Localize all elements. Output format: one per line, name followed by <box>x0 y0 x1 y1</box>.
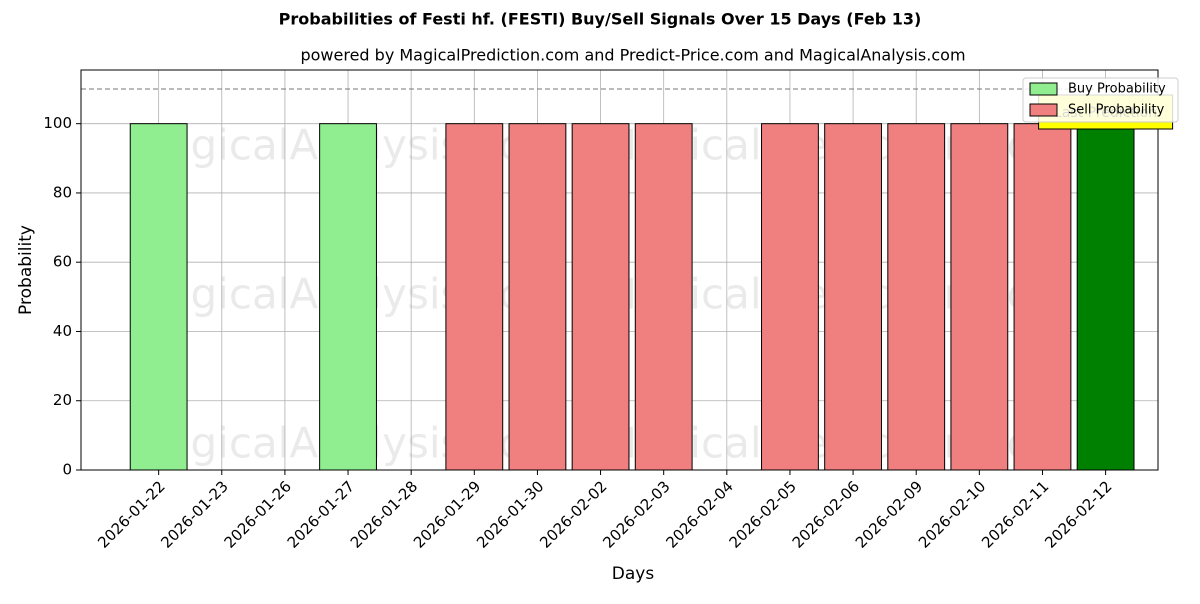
legend-box <box>1022 77 1179 123</box>
bar <box>761 123 819 471</box>
y-tick-label: 40 <box>53 322 72 340</box>
x-tick-label: 2026-02-11 <box>978 477 1052 551</box>
x-tick-label: 2026-01-27 <box>284 477 358 551</box>
legend-label: Buy Probability <box>1068 82 1166 97</box>
bar <box>508 123 567 471</box>
y-axis-label: Probability <box>16 225 36 315</box>
legend-label: Sell Probability <box>1068 103 1165 118</box>
bar <box>1076 123 1135 471</box>
x-tick-label: 2026-01-26 <box>221 477 295 551</box>
bar <box>571 123 630 471</box>
x-axis-label: Days <box>612 564 655 584</box>
x-tick-label: 2026-01-28 <box>347 477 421 551</box>
x-tick-label: 2026-02-05 <box>726 477 800 551</box>
bar <box>950 123 1009 471</box>
x-tick-label: 2026-01-29 <box>410 477 484 551</box>
y-tick-label: 100 <box>43 114 72 132</box>
bar <box>1013 123 1072 471</box>
legend-swatch <box>1029 82 1058 96</box>
x-tick-label: 2026-01-23 <box>157 477 231 551</box>
chart-subtitle: powered by MagicalPrediction.com and Pre… <box>300 46 965 65</box>
x-tick-label: 2026-02-10 <box>915 477 989 551</box>
x-tick-label: 2026-02-03 <box>599 477 673 551</box>
y-tick-label: 80 <box>53 183 72 201</box>
bar <box>445 123 504 471</box>
x-tick-label: 2026-02-02 <box>536 477 610 551</box>
x-tick-label: 2026-02-04 <box>662 477 736 551</box>
y-tick-label: 60 <box>53 253 72 271</box>
y-tick-label: 0 <box>62 461 72 479</box>
bar <box>824 123 882 471</box>
bar <box>634 123 693 471</box>
legend-swatch <box>1029 103 1058 117</box>
y-tick-label: 20 <box>53 391 72 409</box>
x-tick-label: 2026-02-06 <box>789 477 863 551</box>
plot-frame <box>80 69 1159 471</box>
x-tick-label: 2026-02-12 <box>1041 477 1115 551</box>
bar <box>319 123 377 471</box>
x-tick-label: 2026-02-09 <box>852 477 926 551</box>
bar <box>129 123 188 471</box>
bar <box>887 123 946 471</box>
chart-title: Probabilities of Festi hf. (FESTI) Buy/S… <box>279 10 922 29</box>
x-tick-label: 2026-01-30 <box>473 477 547 551</box>
x-tick-label: 2026-01-22 <box>94 477 168 551</box>
